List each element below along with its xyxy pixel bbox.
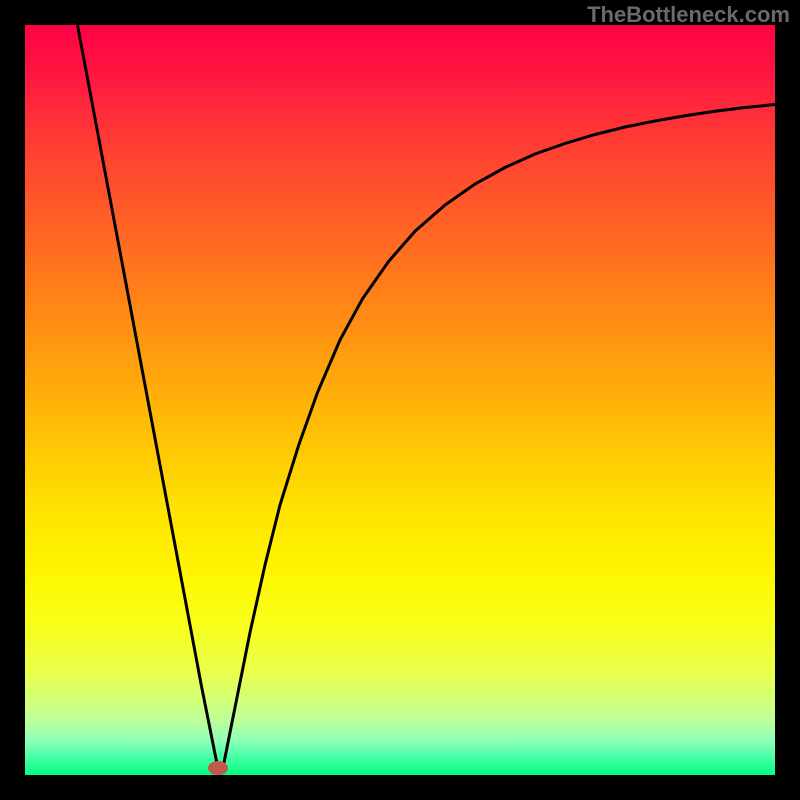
watermark-text: TheBottleneck.com (587, 2, 790, 28)
minimum-marker (208, 761, 228, 775)
gradient-background (25, 25, 775, 775)
plot-area (25, 25, 775, 775)
chart-container: TheBottleneck.com (0, 0, 800, 800)
